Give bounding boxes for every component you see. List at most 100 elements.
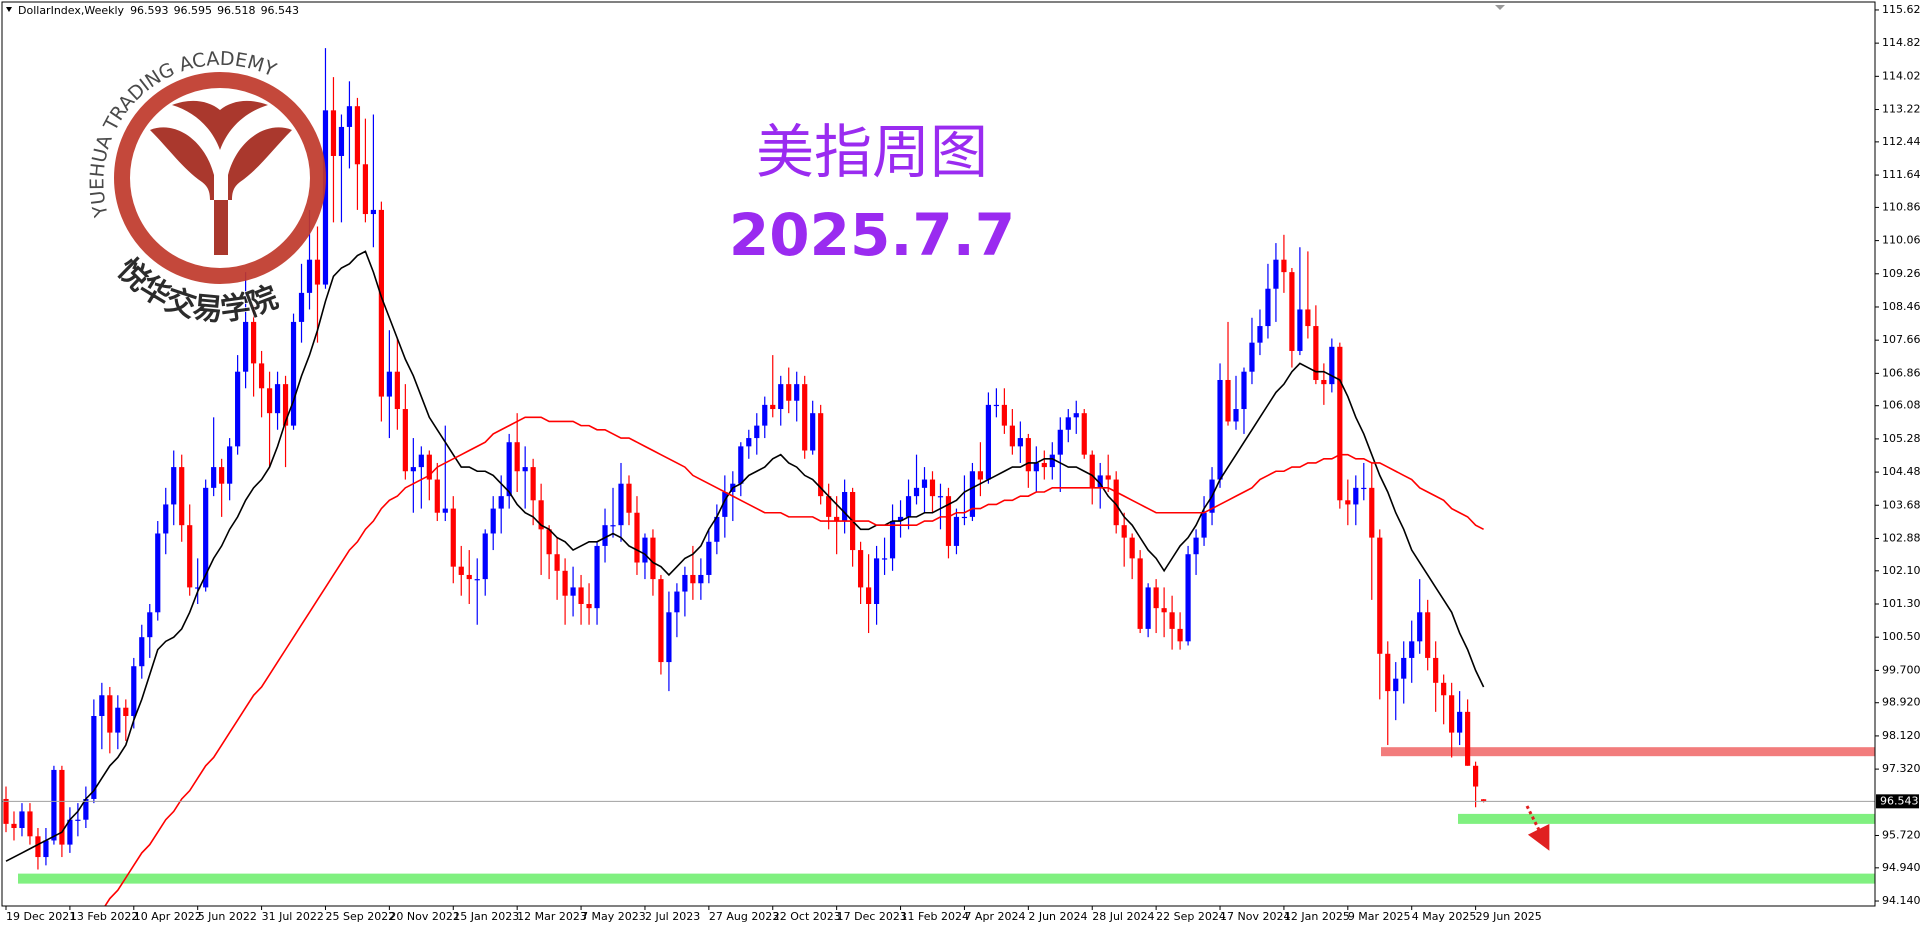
current-price-box <box>1876 794 1919 809</box>
candle-body <box>482 533 488 580</box>
candle-body <box>706 541 712 575</box>
candle-body <box>67 819 73 845</box>
candle-body <box>1161 608 1167 613</box>
candle-body <box>274 384 281 414</box>
candle-body <box>1449 695 1455 733</box>
x-tick-label: 7 May 2023 <box>581 910 646 923</box>
candle-body <box>227 446 233 484</box>
menu-icon[interactable] <box>6 7 12 12</box>
candle-body <box>426 454 432 480</box>
candle-body <box>786 384 792 401</box>
candle-body <box>1057 429 1063 455</box>
candle-body <box>1121 525 1127 538</box>
candle-body <box>250 321 257 364</box>
candle-body <box>1441 682 1447 696</box>
candle-body <box>961 516 968 519</box>
candle-body <box>386 371 392 397</box>
candle-body <box>1401 657 1407 679</box>
candle-body <box>1065 417 1071 430</box>
candle-body <box>282 384 289 426</box>
candle-body <box>634 512 640 563</box>
candle-body <box>810 413 816 451</box>
candle-body <box>258 363 265 389</box>
candle-body <box>1385 653 1391 692</box>
moving-average-line <box>104 416 1484 906</box>
y-tick-label: 97.320 <box>1882 762 1920 775</box>
candle-body <box>626 483 632 513</box>
candle-body <box>818 413 824 497</box>
candle-body <box>722 491 728 517</box>
y-tick-label: 94.140 <box>1882 894 1920 907</box>
x-tick-label: 9 Mar 2025 <box>1348 910 1411 923</box>
candle-body <box>905 496 912 517</box>
candle-body <box>290 321 297 426</box>
candle-body <box>865 587 872 604</box>
candle-body <box>897 516 904 522</box>
candle-body <box>1017 438 1023 447</box>
candle-body <box>1361 487 1367 490</box>
candle-body <box>179 467 185 526</box>
candle-body <box>770 404 776 410</box>
logo-mark <box>150 127 292 255</box>
candle-body <box>107 695 113 733</box>
x-tick-label: 10 Apr 2022 <box>134 910 202 923</box>
shift-marker <box>1495 5 1505 10</box>
x-tick-label: 2 Jul 2023 <box>645 910 700 923</box>
candle-body <box>211 467 217 488</box>
candle-body <box>243 321 249 372</box>
y-tick-label: 98.120 <box>1882 729 1920 742</box>
candle-body <box>602 525 608 546</box>
candle-body <box>1321 379 1327 385</box>
candle-body <box>1193 537 1199 555</box>
candle-body <box>187 525 193 588</box>
candle-body <box>1049 454 1055 468</box>
y-tick-label: 106.860 <box>1882 366 1920 379</box>
candle-body <box>474 579 480 581</box>
candle-body <box>698 574 704 584</box>
candle-body <box>570 587 576 596</box>
candle-body <box>418 454 424 468</box>
x-tick-label: 22 Oct 2023 <box>773 910 841 923</box>
candle-body <box>394 371 400 410</box>
x-tick-label: 15 Jan 2023 <box>453 910 519 923</box>
candle-body <box>1001 404 1007 426</box>
logo-mark-top <box>172 100 268 150</box>
candle-body <box>1081 413 1087 455</box>
candle-body <box>466 574 472 580</box>
candle-body <box>530 467 536 501</box>
candle-body <box>1329 346 1335 385</box>
candle-body <box>434 479 440 513</box>
candle-body <box>155 533 161 613</box>
candle-body <box>1289 272 1295 351</box>
candle-body <box>362 164 369 215</box>
candle-body <box>802 384 808 451</box>
candle-body <box>1305 309 1311 327</box>
candle-body <box>1353 487 1359 505</box>
candle-body <box>1145 587 1151 629</box>
x-tick-label: 28 Jul 2024 <box>1092 910 1154 923</box>
candle-body <box>969 471 976 517</box>
candle-body <box>642 537 648 563</box>
y-tick-label: 101.300 <box>1882 597 1920 610</box>
candle-body <box>11 823 17 829</box>
candle-body <box>1393 678 1399 692</box>
candle-body <box>1241 371 1247 410</box>
candle-body <box>1257 326 1263 343</box>
candle-body <box>778 384 784 410</box>
candle-body <box>35 836 41 858</box>
symbol: DollarIndex,Weekly <box>18 4 125 17</box>
candle-body <box>1473 765 1479 787</box>
candle-body <box>171 467 177 505</box>
x-tick-label: 2 Jun 2024 <box>1028 910 1087 923</box>
y-tick-label: 107.660 <box>1882 333 1920 346</box>
candle-body <box>913 487 920 497</box>
candle-body <box>402 409 408 472</box>
candle-body <box>203 487 209 588</box>
candle-body <box>1073 413 1079 418</box>
candle-body <box>1273 259 1279 289</box>
candle-body <box>1425 612 1431 658</box>
candle-body <box>410 467 416 472</box>
candle-body <box>1297 309 1303 351</box>
candle-body <box>929 479 936 497</box>
candle-body <box>1137 558 1143 629</box>
